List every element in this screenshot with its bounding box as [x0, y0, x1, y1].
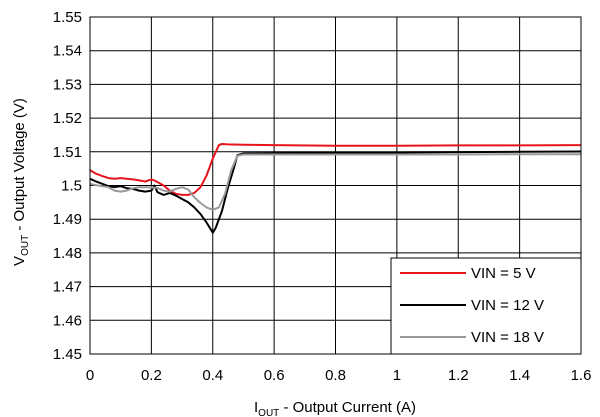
y-tick-label: 1.5: [61, 178, 82, 195]
y-axis-title-rest: - Output Voltage (V): [11, 98, 28, 235]
plot-border: [89, 16, 582, 355]
y-tick-label: 1.45: [53, 346, 82, 363]
x-tick-label: 0.8: [325, 367, 346, 384]
legend-label-5v: VIN = 5 V: [471, 265, 536, 282]
x-tick-label: 0.4: [202, 367, 223, 384]
x-axis-title: IOUT - Output Current (A): [254, 399, 416, 417]
y-tick-label: 1.49: [53, 211, 82, 228]
y-tick-labels: 1.45 1.46 1.47 1.48 1.49 1.5 1.51 1.52 1.53 1.54 1…: [53, 9, 82, 363]
x-tick-label: 1.6: [571, 367, 592, 384]
y-axis-title-subscript: OUT: [20, 235, 31, 256]
legend-label-18v: VIN = 18 V: [471, 329, 544, 346]
y-tick-label: 1.53: [53, 76, 82, 93]
x-tick-label: 0.2: [141, 367, 162, 384]
x-axis-title-main: I: [254, 399, 258, 416]
y-tick-label: 1.51: [53, 144, 82, 161]
y-tick-label: 1.48: [53, 245, 82, 262]
series-line-vin-12v: [89, 150, 582, 234]
x-tick-label: 0: [86, 367, 94, 384]
x-tick-label: 1.4: [509, 367, 530, 384]
y-tick-label: 1.46: [53, 312, 82, 329]
legend: VIN = 5 V VIN = 12 V VIN = 18 V: [390, 257, 582, 355]
y-tick-label: 1.54: [53, 43, 82, 60]
y-tick-label: 1.47: [53, 279, 82, 296]
y-axis-title-main: V: [11, 256, 28, 266]
x-axis-title-subscript: OUT: [258, 408, 279, 417]
y-axis-title: VOUT - Output Voltage (V): [11, 98, 31, 266]
x-tick-label: 1.2: [448, 367, 469, 384]
legend-label-12v: VIN = 12 V: [471, 297, 544, 314]
x-tick-labels: 0 0.2 0.4 0.6 0.8 1 1.2 1.4 1.6: [86, 367, 592, 384]
y-tick-label: 1.52: [53, 110, 82, 127]
series-lines: [89, 143, 582, 234]
x-tick-label: 0.6: [264, 367, 285, 384]
y-tick-label: 1.55: [53, 9, 82, 26]
x-tick-label: 1: [393, 367, 401, 384]
series-line-vin-5v: [89, 143, 582, 196]
x-axis-title-rest: - Output Current (A): [279, 399, 416, 416]
series-line-vin-18v: [89, 153, 581, 211]
